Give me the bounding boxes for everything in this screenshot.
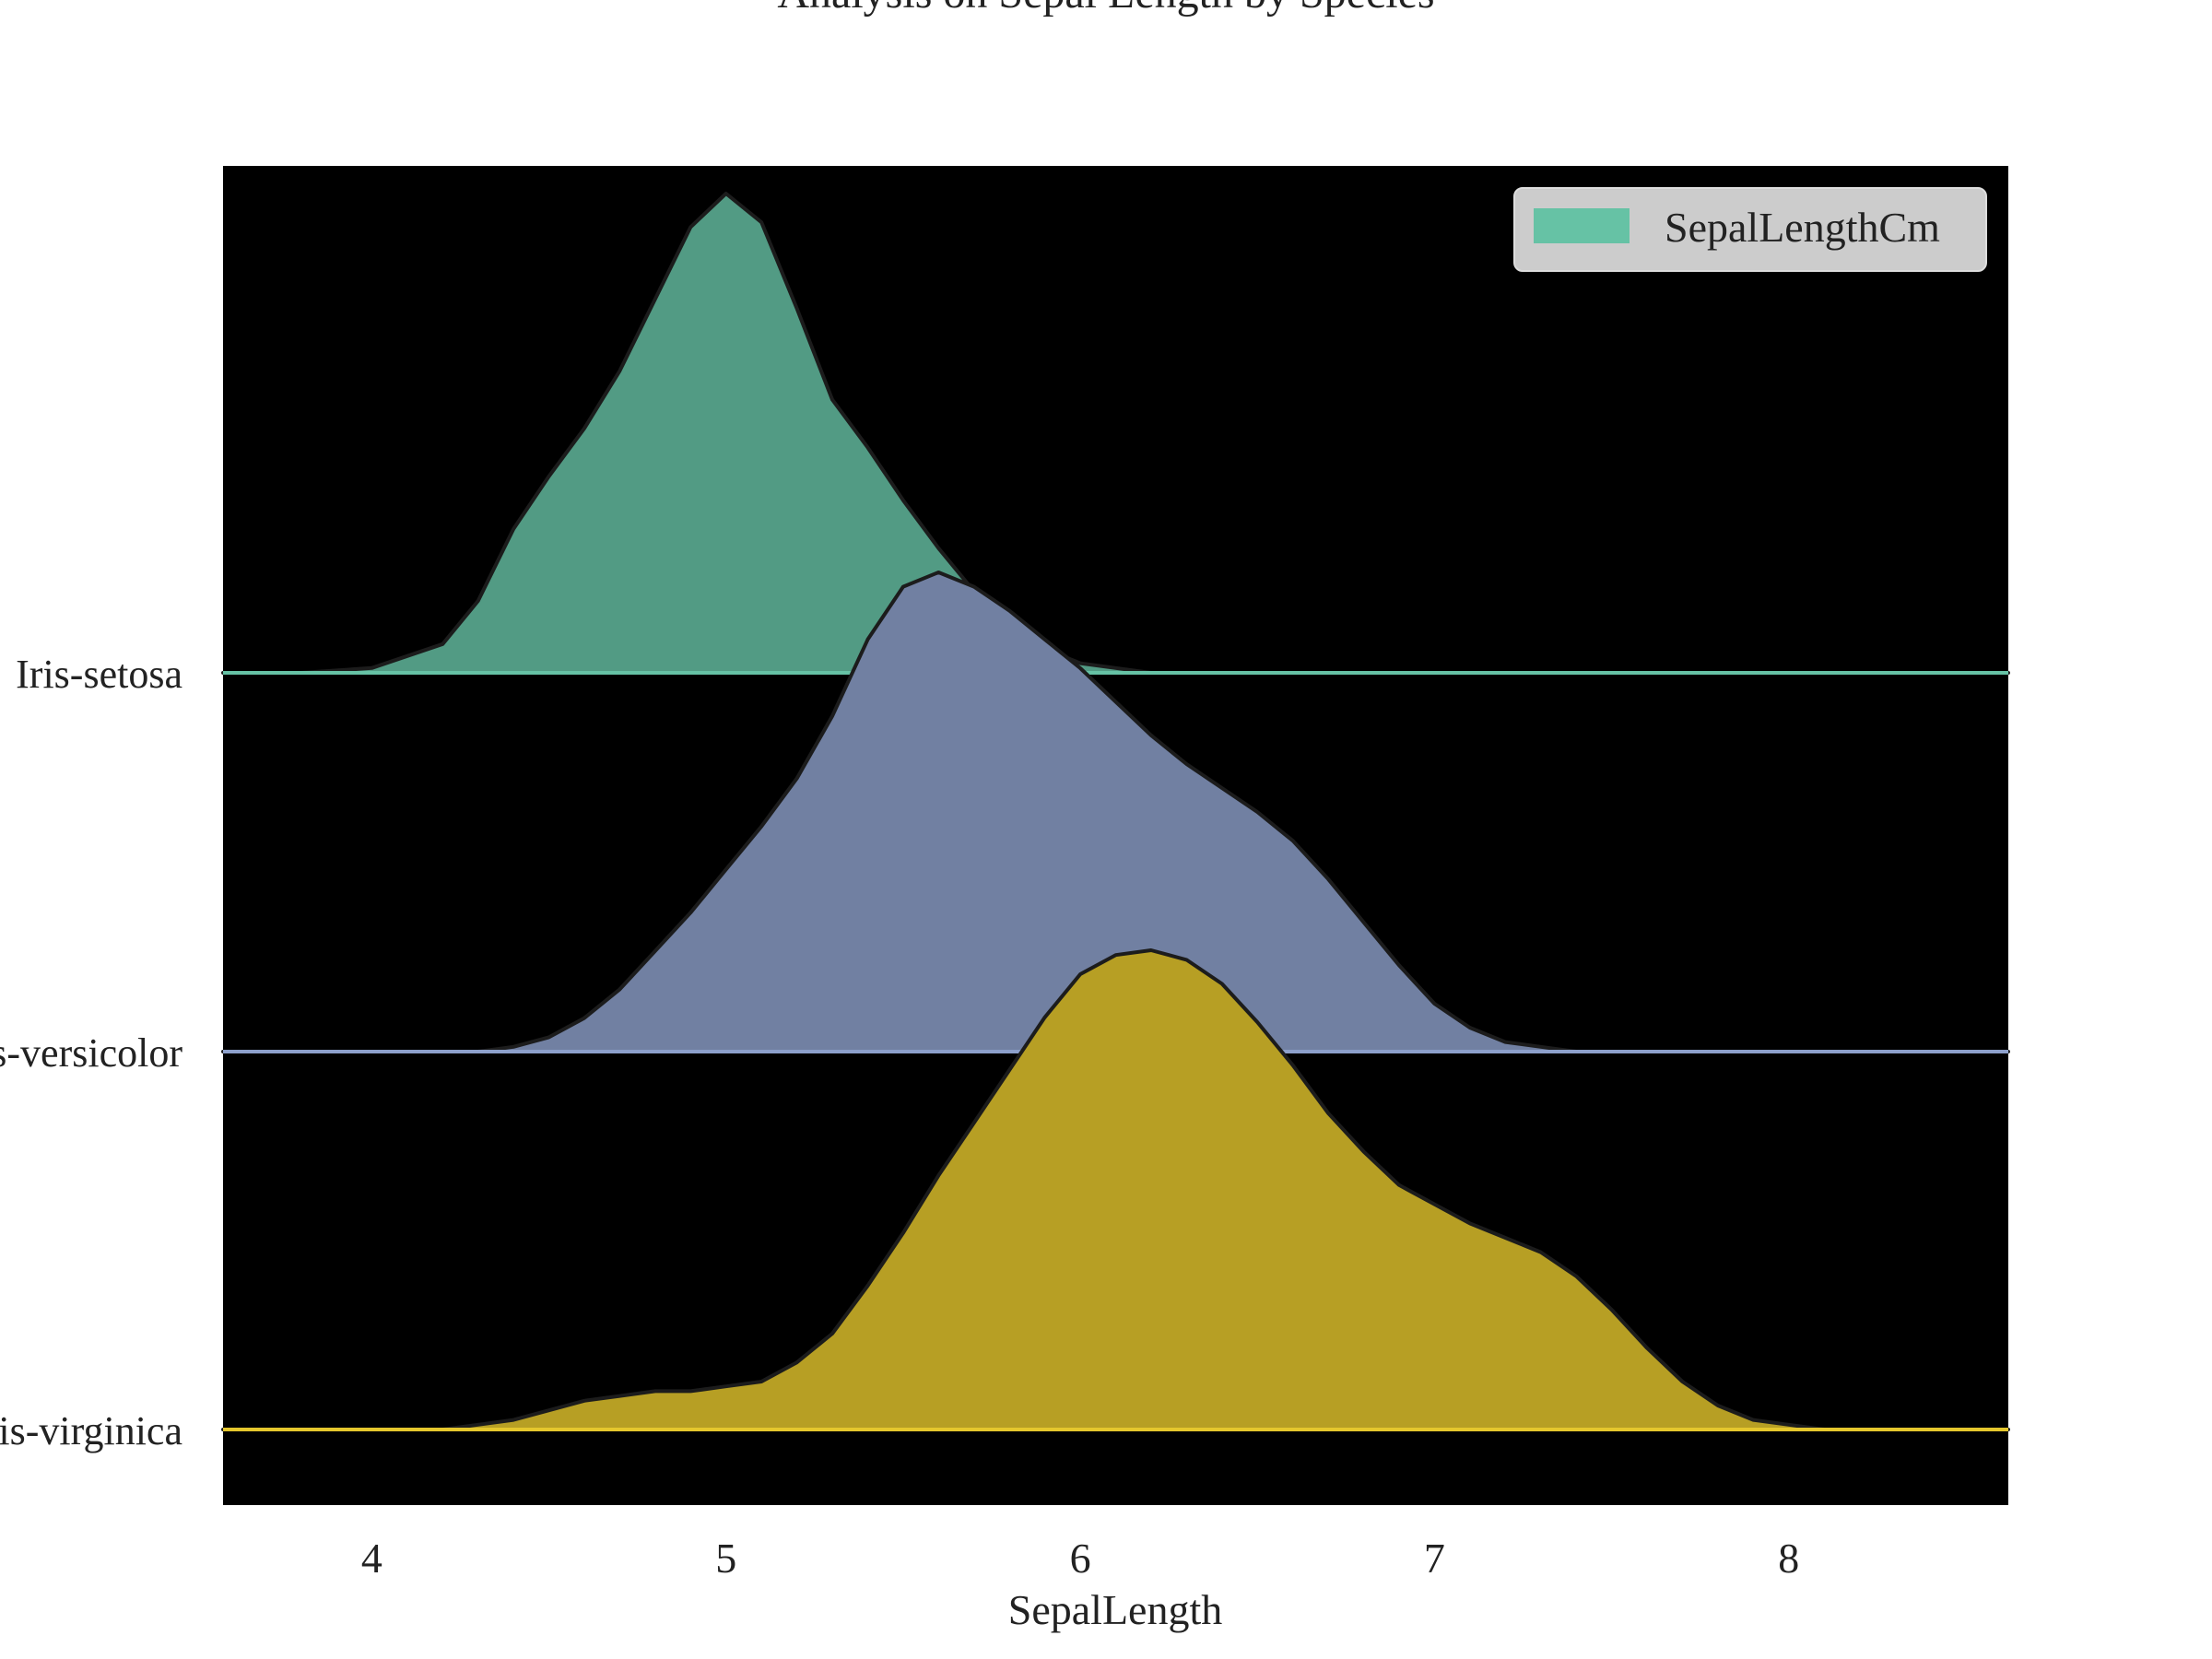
- legend: SepalLengthCm: [1513, 187, 1987, 272]
- y-tick-labels: Iris-setosa Iris-versicolor Iris-virginica: [0, 652, 182, 1453]
- x-tick-label: 4: [361, 1535, 382, 1582]
- y-tick-label: Iris-versicolor: [0, 1030, 182, 1076]
- y-tick-label: Iris-virginica: [0, 1408, 182, 1453]
- chart-title: Analysis on Sepal Length by Species: [777, 0, 1434, 18]
- x-axis: 4 5 6 7 8: [361, 1535, 1799, 1582]
- ridge-area-3: [221, 948, 2010, 1431]
- legend-label: SepalLengthCm: [1665, 204, 1940, 251]
- x-axis-label: SepalLength: [1008, 1586, 1223, 1633]
- legend-box: [1513, 187, 1987, 272]
- x-tick-label: 5: [715, 1535, 736, 1582]
- ridges: [221, 192, 2010, 1431]
- legend-swatch: [1534, 208, 1630, 243]
- x-tick-label: 7: [1424, 1535, 1445, 1582]
- x-tick-label: 8: [1778, 1535, 1799, 1582]
- y-tick-label: Iris-setosa: [16, 652, 182, 697]
- x-tick-label: 6: [1070, 1535, 1091, 1582]
